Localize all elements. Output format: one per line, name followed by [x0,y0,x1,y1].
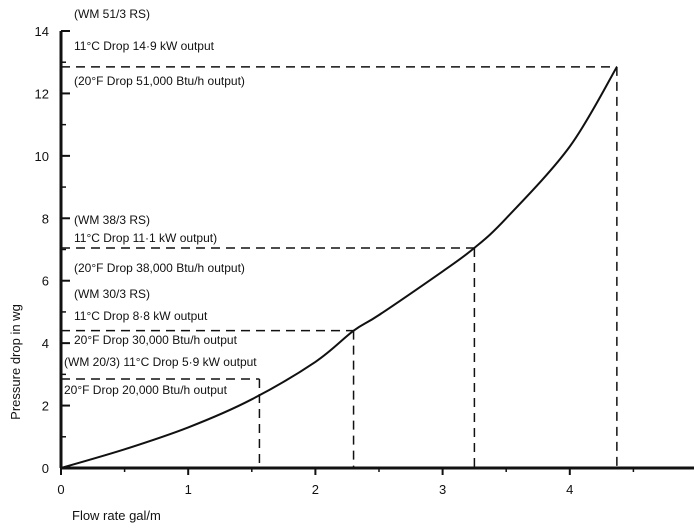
pressure-curve [60,66,618,469]
reference-annotation: 11°C Drop 14·9 kW output [74,39,215,53]
reference-annotation: 20°F Drop 30,000 Btu/h output [74,333,238,347]
reference-annotation: 11°C Drop 11·1 kW output) [74,231,217,245]
reference-annotation: 20°F Drop 20,000 Btu/h output [64,383,228,397]
y-tick-label: 4 [42,336,49,351]
reference-annotation: (WM 38/3 RS) [74,213,150,227]
x-tick-label: 2 [312,482,319,497]
reference-annotation: (20°F Drop 38,000 Btu/h output) [74,261,245,275]
reference-annotation: 11°C Drop 8·8 kW output [74,309,208,323]
reference-lines [61,66,618,468]
reference-annotation: (WM 51/3 RS) [74,7,150,21]
x-tick-label: 3 [439,482,446,497]
y-tick-label: 8 [42,211,49,226]
x-tick-label: 0 [57,482,64,497]
curve-layer [60,66,618,469]
x-tick-label: 4 [566,482,573,497]
y-tick-label: 2 [42,399,49,414]
axes [59,30,694,475]
tick-labels: 02468101214012345 [35,24,694,497]
x-tick-label: 1 [185,482,192,497]
y-tick-label: 12 [35,86,49,101]
reference-annotation: (20°F Drop 51,000 Btu/h output) [74,74,245,88]
y-tick-label: 14 [35,24,49,39]
x-axis-label: Flow rate gal/m [72,508,161,523]
y-tick-label: 10 [35,149,49,164]
y-tick-label: 0 [42,461,49,476]
y-axis-label: Pressure drop in wg [8,304,23,420]
annotations: (WM 51/3 RS) 11°C Drop 14·9 kW output (20°… [64,7,257,397]
reference-annotation: (WM 20/3) 11°C Drop 5·9 kW output [64,355,257,369]
reference-annotation: (WM 30/3 RS) [74,287,150,301]
y-tick-label: 6 [42,274,49,289]
